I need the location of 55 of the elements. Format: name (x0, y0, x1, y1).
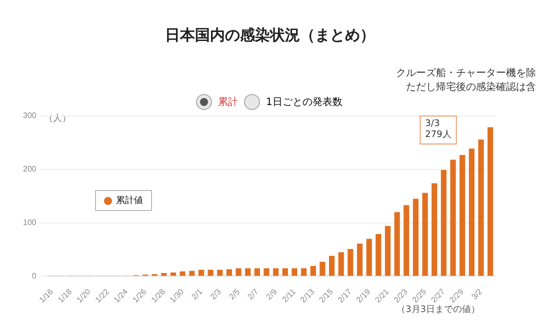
bar (189, 270, 195, 276)
bar (170, 272, 176, 276)
bar (412, 198, 419, 276)
bar (422, 192, 428, 276)
bar (460, 154, 466, 276)
x-tick-label: 2/3 (208, 286, 224, 302)
x-tick-label: 2/1 (190, 286, 205, 302)
bar (366, 238, 372, 276)
bar (432, 183, 438, 276)
text: （3月3日までの値） (396, 304, 480, 316)
bar (488, 127, 494, 276)
bar (301, 268, 307, 276)
bar (348, 248, 354, 276)
x-tick-label: 2/9 (264, 286, 280, 302)
bar (404, 205, 410, 276)
bar (254, 268, 260, 276)
x-tick-label: 2/5 (227, 286, 242, 302)
bar (264, 268, 270, 276)
x-tick-label: 3/2 (470, 286, 484, 302)
x-tick-label: 2/11 (280, 286, 298, 304)
bar (310, 266, 316, 276)
x-tick-label: 2/7 (246, 286, 261, 302)
view-toggle: 累計 1日ごとの発表数 (196, 94, 342, 110)
bar (440, 170, 447, 276)
text: クルーズ船・チャーター機を除 (396, 66, 536, 80)
bar (180, 271, 186, 276)
chart-title: 日本国内の感染状況（まとめ） (164, 26, 376, 45)
bar (236, 268, 242, 276)
text: ただし帰宅後の感染確認は含 (406, 80, 536, 94)
bar (468, 148, 474, 276)
bar (394, 212, 400, 276)
bar (450, 160, 456, 276)
bar (208, 270, 214, 276)
bar (226, 269, 232, 276)
bar (320, 262, 326, 276)
bar (478, 139, 484, 276)
annotation: 3/3 279人 (425, 118, 452, 140)
bar (273, 268, 279, 276)
bar (292, 268, 298, 276)
y-tick-label: 300 (22, 111, 37, 120)
y-tick-label: 0 (32, 271, 37, 280)
bar (161, 273, 167, 276)
bar (328, 256, 335, 276)
y-tick-label: 100 (22, 218, 37, 228)
bar (217, 270, 223, 276)
bar (198, 270, 204, 276)
bar (376, 234, 382, 276)
x-tick-label: 2/21 (373, 286, 392, 305)
bar (384, 226, 391, 276)
bar (338, 252, 344, 276)
bar (282, 268, 288, 276)
legend-label: 累計値 (116, 194, 143, 207)
bar (245, 268, 251, 276)
bar (356, 244, 363, 276)
y-tick-label: 200 (22, 164, 37, 174)
